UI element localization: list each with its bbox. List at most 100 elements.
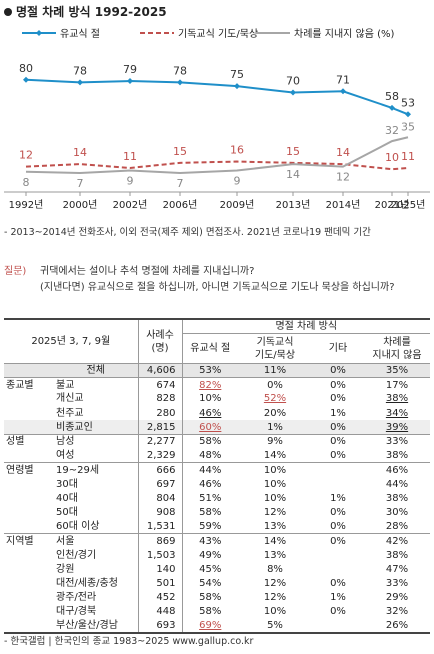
group-label [4,505,54,519]
value-text: 8% [267,563,283,575]
value-text: 38% [385,449,409,461]
value-cell: 35% [364,362,430,379]
value-text: 33% [385,436,409,448]
data-label: 79 [123,63,137,76]
value-text: 1% [267,421,283,433]
sample-size: 501 [137,576,182,591]
value-text: 14% [263,449,287,461]
x-tick-label: 2013년 [276,199,311,211]
data-label: 7 [77,177,84,190]
data-label: 80 [19,62,33,75]
data-label: 16 [230,144,244,157]
value-text: 82% [199,379,222,391]
x-tick-label: 2009년 [220,199,255,211]
col-header: 기타 [312,333,364,364]
data-label: 53 [401,96,415,109]
row-label: 19~29세 [54,462,138,477]
value-text: 42% [385,535,409,547]
value-cell: 39% [364,420,430,435]
value-text: 59% [199,520,222,532]
row-label: 광주/전라 [56,592,97,604]
value-cell: 10% [238,462,312,477]
group-label [4,420,54,435]
legend-label: 기독교식 기도/묵상 [178,28,258,40]
value-cell: 54% [181,576,238,591]
data-label: 11 [123,150,137,163]
value-cell: 28% [364,520,430,534]
value-cell: 1% [312,491,364,505]
value-text: 10% [263,606,287,618]
group-label [4,491,54,505]
row-label: 대구/경북 [56,606,97,618]
value-cell: 0% [312,378,364,392]
series-line [25,160,409,171]
value-text: 9% [267,436,283,448]
table-row: 개신교 828 10% 52% 0% 38% [4,391,430,407]
value-text: 46% [385,464,409,476]
group-label [4,449,54,463]
value-text: 0% [330,606,346,618]
value-text: 44% [199,464,222,476]
value-cell: 0% [312,433,364,449]
table-row: 비종교인 2,815 60% 1% 0% 39% [4,420,430,435]
sample-size: 4,606 [137,362,182,379]
table-row: 대전/세종/충청 501 54% 12% 0% 33% [4,576,430,591]
sample-size: 280 [137,406,182,421]
value-cell: 58% [181,433,238,449]
group-label: 성별 [4,433,54,449]
value-cell: 82% [181,377,238,392]
value-text: 0% [330,520,346,532]
data-label: 9 [234,175,241,188]
value-cell: 0% [312,520,364,534]
value-text: 48% [199,449,222,461]
value-text: 58% [199,506,222,518]
value-text: 38% [385,492,409,504]
table-row: 광주/전라 452 58% 12% 1% 29% [4,590,430,605]
group-label [4,618,54,635]
value-text: 51% [199,492,222,504]
value-text: 38% [385,393,409,405]
value-cell: 69% [181,618,238,635]
value-cell: 59% [181,519,238,534]
value-text: 58% [199,592,222,604]
data-label: 11 [401,150,415,163]
value-text: 1% [330,592,346,604]
row-label: 남성 [54,433,138,449]
value-cell: 0% [312,449,364,463]
value-text: 10% [199,393,222,405]
value-text: 32% [385,606,409,618]
sample-size: 804 [137,491,182,506]
data-label: 8 [23,176,30,189]
value-text: 45% [199,563,222,575]
value-cell: 0% [312,533,364,548]
table-row: 40대 804 51% 10% 1% 38% [4,491,430,506]
value-cell: 44% [181,462,238,477]
data-label: 58 [385,90,399,103]
value-cell: 9% [238,433,312,449]
value-cell: 45% [181,562,238,577]
sample-size: 2,329 [137,448,182,463]
value-text: 38% [385,549,409,561]
data-label: 7 [177,177,184,190]
value-cell [312,548,364,562]
row-label: 부산/울산/경남 [54,618,138,635]
row-label: 50대 [56,506,78,518]
table-row: 인천/경기 1,503 49% 13% 38% [4,547,430,563]
value-text: 10% [263,464,287,476]
value-cell: 42% [364,533,430,548]
group-header: 명절 차례 방식 [181,319,430,334]
value-cell: 17% [364,378,430,392]
legend-marker [36,30,42,36]
sample-size: 693 [137,618,182,635]
sample-size: 2,815 [137,420,182,435]
row-label: 대전/세종/충청 [56,577,118,589]
value-cell [312,618,364,635]
table-row: 종교별 불교 674 82% 0% 0% 17% [4,377,430,392]
row-label: 여성 [56,449,75,461]
data-label: 12 [336,171,350,184]
value-text: 0% [330,449,346,461]
value-text: 0% [330,535,346,547]
value-text: 10% [263,492,287,504]
sample-size: 448 [137,604,182,619]
value-text: 52% [263,393,287,405]
